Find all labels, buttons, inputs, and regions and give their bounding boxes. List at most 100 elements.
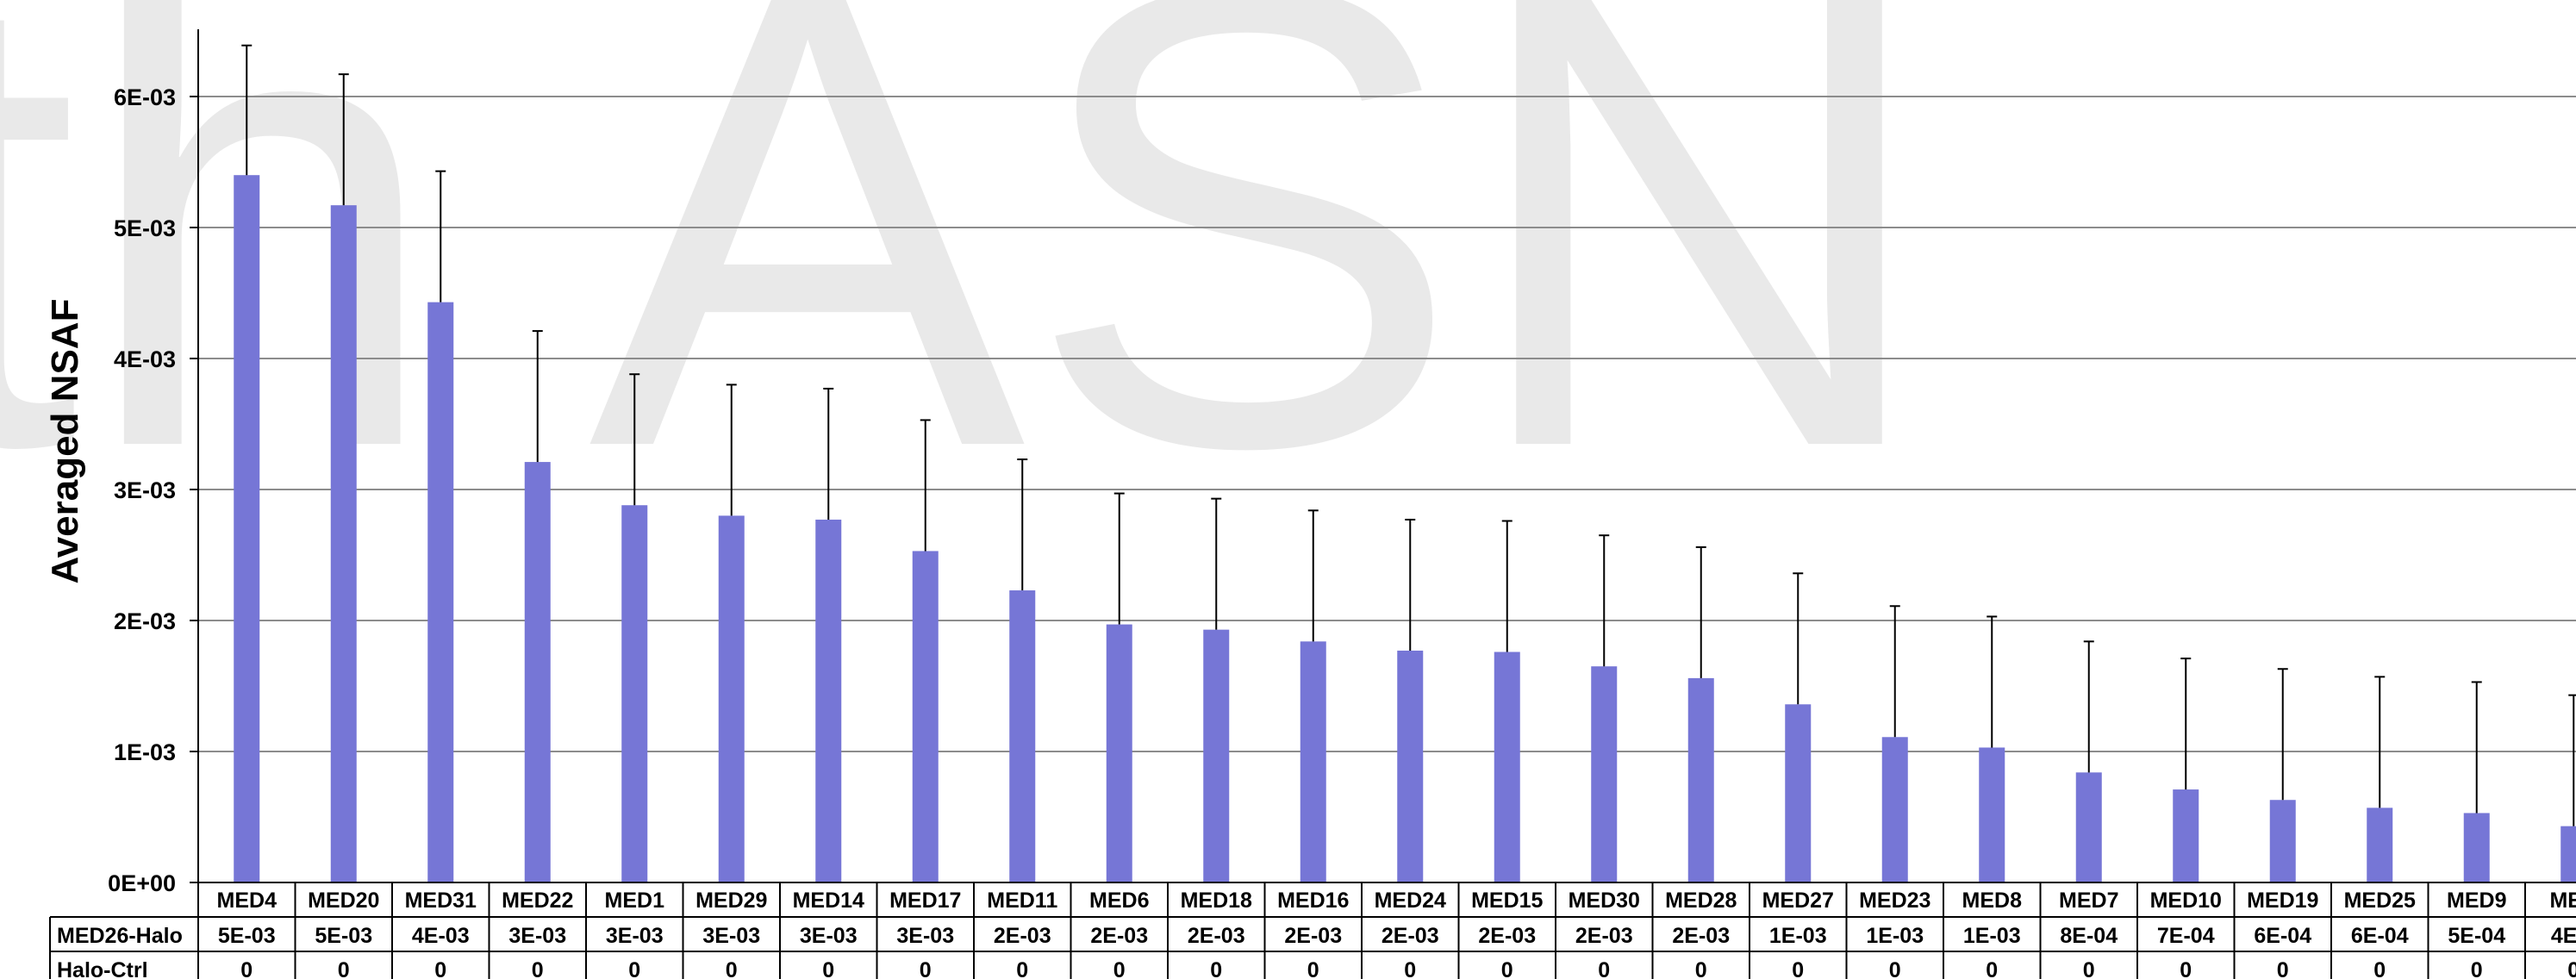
table-cell: 2E-03: [1672, 924, 1730, 948]
table-cell: 0: [1113, 958, 1126, 979]
y-tick-label: 1E-03: [114, 739, 176, 765]
table-cell: 2E-03: [1188, 924, 1245, 948]
x-category-label: MED11: [987, 889, 1057, 913]
gridlines: [198, 96, 2576, 752]
bar-med9: [2463, 813, 2490, 882]
x-category-label: MED30: [1569, 889, 1640, 913]
bar-med22: [524, 462, 551, 882]
table-cell: 0: [1889, 958, 1901, 979]
bar-med27: [1785, 704, 1812, 882]
x-category-label: MED16: [1277, 889, 1349, 913]
x-category-label: MED14: [793, 889, 864, 913]
table-cell: 3E-03: [702, 924, 760, 948]
bar-med10: [2173, 789, 2199, 882]
x-category-label: MED19: [2247, 889, 2318, 913]
table-cell: 0: [1404, 958, 1416, 979]
table-cell: 0: [1016, 958, 1028, 979]
table-cell: 7E-04: [2157, 924, 2215, 948]
data-table: MED4 MED20 MED31 MED22 MED1 MED29 MED14 MED17 ME…: [49, 882, 2576, 979]
table-cell: 1E-03: [1963, 924, 2021, 948]
x-category-label: MED25: [2344, 889, 2416, 913]
table-cell: 4E-0: [2551, 924, 2576, 948]
table-cell: 0: [434, 958, 446, 979]
bar-med18: [1203, 629, 1230, 882]
bar-med16: [1300, 641, 1326, 882]
x-category-label: MED31: [405, 889, 477, 913]
y-tick-label: 4E-03: [114, 346, 176, 372]
error-bars: [241, 44, 2576, 826]
table-cell: 2E-03: [1090, 924, 1148, 948]
bar-med6: [1106, 624, 1132, 882]
bar-med30: [1591, 666, 1618, 882]
table-cell: 1E-03: [1769, 924, 1827, 948]
bar-med20: [330, 205, 357, 882]
x-category-label: MED9: [2447, 889, 2506, 913]
x-category-label: MED4: [217, 889, 278, 913]
table-cell: 8E-04: [2060, 924, 2118, 948]
bar-med15: [1494, 652, 1520, 882]
y-tick-label: 0E+00: [108, 870, 176, 896]
table-cell: 2E-03: [994, 924, 1051, 948]
y-axis: 0E+00 1E-03 2E-03 3E-03 4E-03 5E-03 6E-03: [108, 29, 199, 896]
table-cell: 5E-03: [218, 924, 276, 948]
x-category-label: MED15: [1471, 889, 1543, 913]
watermark-text: th ASN: [0, 0, 1936, 583]
x-category-label: MED8: [1962, 889, 2023, 913]
x-category-label: MED20: [308, 889, 379, 913]
table-cell: 3E-03: [800, 924, 858, 948]
table-cell: 0: [1598, 958, 1610, 979]
table-cell: 2E-03: [1478, 924, 1536, 948]
x-category-label: MED28: [1665, 889, 1737, 913]
table-cell: 0: [2180, 958, 2192, 979]
table-cell: 3E-03: [896, 924, 954, 948]
table-cell: 0: [1695, 958, 1707, 979]
bar-med1: [621, 505, 648, 882]
bar-med23: [1881, 737, 1908, 882]
table-cell: 0: [628, 958, 640, 979]
bar-med4: [234, 175, 260, 882]
table-cell: 2E-03: [1284, 924, 1342, 948]
table-cell: 0: [1986, 958, 1998, 979]
table-cell: 0: [1210, 958, 1222, 979]
bar-med: [2560, 826, 2576, 882]
bar-med24: [1397, 650, 1424, 882]
bar-med31: [427, 302, 454, 882]
y-tick-label: 3E-03: [114, 477, 176, 503]
table-cell: 0: [2471, 958, 2483, 979]
table-cell: 4E-03: [412, 924, 470, 948]
table-cell: 0: [726, 958, 738, 979]
table-row-label: Halo-Ctrl: [57, 958, 148, 979]
table-cell: 6E-04: [2254, 924, 2311, 948]
x-category-label: MED22: [502, 889, 573, 913]
bar-med19: [2269, 800, 2296, 882]
bar-med28: [1687, 677, 1714, 882]
x-category-label: MED29: [695, 889, 767, 913]
table-cell: 0: [2083, 958, 2095, 979]
table-cell: 6E-04: [2351, 924, 2409, 948]
table-cell: 3E-03: [606, 924, 664, 948]
table-cell: 0: [2567, 958, 2576, 979]
y-tick-label: 5E-03: [114, 215, 176, 241]
x-category-label: MED17: [889, 889, 961, 913]
table-cell: 0: [240, 958, 253, 979]
bar-med25: [2367, 808, 2393, 882]
table-row-label: MED26-Halo: [57, 924, 183, 948]
y-axis-title: Averaged NSAF: [44, 299, 86, 584]
watermark: th ASN: [0, 0, 1936, 583]
x-category-label: MED6: [1089, 889, 1149, 913]
table-cell: 0: [2373, 958, 2386, 979]
table-cell: 0: [1307, 958, 1319, 979]
table-cell: 0: [532, 958, 544, 979]
table-cell: 0: [338, 958, 350, 979]
bar-med29: [718, 515, 745, 882]
x-category-label: MED24: [1375, 889, 1446, 913]
table-cell: 2E-03: [1575, 924, 1633, 948]
table-cell: 0: [1792, 958, 1804, 979]
y-tick-label: 2E-03: [114, 608, 176, 634]
table-cell: 0: [920, 958, 932, 979]
x-category-label: MED10: [2150, 889, 2222, 913]
table-cell: 1E-03: [1866, 924, 1924, 948]
x-category-label: MED7: [2059, 889, 2118, 913]
x-category-label: MED1: [605, 889, 665, 913]
table-cell: 2E-03: [1382, 924, 1439, 948]
